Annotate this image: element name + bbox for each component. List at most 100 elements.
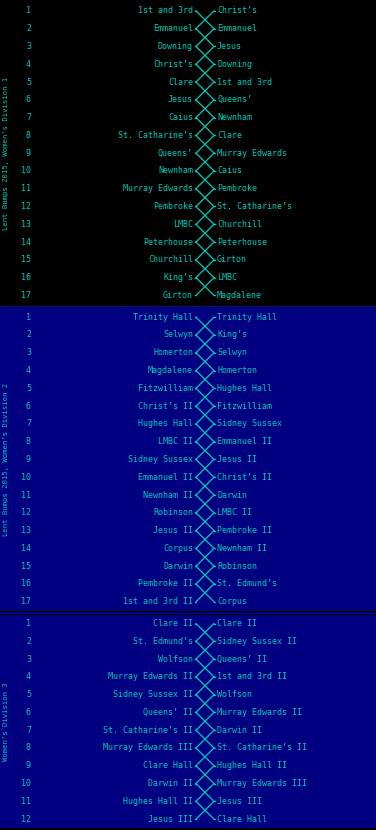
Text: 6: 6 xyxy=(26,95,31,105)
Text: 1: 1 xyxy=(26,313,31,322)
Text: Christ’s: Christ’s xyxy=(153,60,193,69)
Bar xyxy=(13,614,376,828)
Text: King’s: King’s xyxy=(217,330,247,339)
Text: 11: 11 xyxy=(21,797,31,806)
Text: Fitzwilliam: Fitzwilliam xyxy=(217,402,272,411)
Text: 10: 10 xyxy=(21,779,31,788)
Text: Jesus II: Jesus II xyxy=(217,455,257,464)
Text: Emmanuel: Emmanuel xyxy=(153,24,193,33)
Text: St. Catharine’s II: St. Catharine’s II xyxy=(103,725,193,735)
Text: Murray Edwards II: Murray Edwards II xyxy=(108,672,193,681)
Text: Newnham II: Newnham II xyxy=(143,491,193,500)
Text: 13: 13 xyxy=(21,220,31,229)
Text: St. Catharine’s: St. Catharine’s xyxy=(217,202,292,211)
Bar xyxy=(0,2,13,305)
Text: 12: 12 xyxy=(21,202,31,211)
Text: Girton: Girton xyxy=(217,256,247,264)
Text: St. Catharine’s: St. Catharine’s xyxy=(118,131,193,140)
Text: Clare: Clare xyxy=(217,131,242,140)
Text: Trinity Hall: Trinity Hall xyxy=(217,313,277,322)
Text: Fitzwilliam: Fitzwilliam xyxy=(138,383,193,393)
Text: 8: 8 xyxy=(26,744,31,753)
Text: 8: 8 xyxy=(26,437,31,447)
Text: Jesus III: Jesus III xyxy=(217,797,262,806)
Text: St. Edmund’s: St. Edmund’s xyxy=(217,579,277,588)
Text: Jesus III: Jesus III xyxy=(148,814,193,823)
Text: Darwin II: Darwin II xyxy=(217,725,262,735)
Text: Corpus: Corpus xyxy=(163,544,193,553)
Bar xyxy=(0,308,13,611)
Text: Darwin: Darwin xyxy=(217,491,247,500)
Text: Pembroke: Pembroke xyxy=(217,184,257,193)
Text: 1st and 3rd II: 1st and 3rd II xyxy=(123,598,193,606)
Text: 8: 8 xyxy=(26,131,31,140)
Bar xyxy=(13,308,376,611)
Text: Murray Edwards III: Murray Edwards III xyxy=(103,744,193,753)
Text: 2: 2 xyxy=(26,330,31,339)
Text: Clare Hall: Clare Hall xyxy=(143,761,193,770)
Text: Robinson: Robinson xyxy=(153,508,193,517)
Text: Emmanuel: Emmanuel xyxy=(217,24,257,33)
Text: 5: 5 xyxy=(26,383,31,393)
Text: 1st and 3rd: 1st and 3rd xyxy=(217,77,272,86)
Text: 9: 9 xyxy=(26,455,31,464)
Text: Queens’: Queens’ xyxy=(217,95,252,105)
Text: Trinity Hall: Trinity Hall xyxy=(133,313,193,322)
Text: 3: 3 xyxy=(26,42,31,51)
Text: Clare: Clare xyxy=(168,77,193,86)
Text: 5: 5 xyxy=(26,77,31,86)
Text: 11: 11 xyxy=(21,491,31,500)
Text: Wolfson: Wolfson xyxy=(158,655,193,663)
Text: Christ’s II: Christ’s II xyxy=(217,473,272,481)
Text: Downing: Downing xyxy=(158,42,193,51)
Text: 16: 16 xyxy=(21,579,31,588)
Text: LMBC II: LMBC II xyxy=(158,437,193,447)
Text: St. Catharine’s II: St. Catharine’s II xyxy=(217,744,307,753)
Text: Emmanuel II: Emmanuel II xyxy=(138,473,193,481)
Text: Lent Bumps 2015, Women’s Division 1: Lent Bumps 2015, Women’s Division 1 xyxy=(3,76,9,230)
Text: Murray Edwards III: Murray Edwards III xyxy=(217,779,307,788)
Text: 9: 9 xyxy=(26,149,31,158)
Text: Newnham II: Newnham II xyxy=(217,544,267,553)
Text: Selwyn: Selwyn xyxy=(163,330,193,339)
Text: Lent Bumps 2015, Women’s Division 2: Lent Bumps 2015, Women’s Division 2 xyxy=(3,383,9,536)
Text: Pembroke II: Pembroke II xyxy=(138,579,193,588)
Text: 4: 4 xyxy=(26,672,31,681)
Text: 11: 11 xyxy=(21,184,31,193)
Text: Homerton: Homerton xyxy=(153,349,193,357)
Text: Hughes Hall: Hughes Hall xyxy=(138,419,193,428)
Text: Selwyn: Selwyn xyxy=(217,349,247,357)
Text: Peterhouse: Peterhouse xyxy=(217,237,267,247)
Text: Christ’s II: Christ’s II xyxy=(138,402,193,411)
Text: LMBC II: LMBC II xyxy=(217,508,252,517)
Text: 1st and 3rd II: 1st and 3rd II xyxy=(217,672,287,681)
Text: 16: 16 xyxy=(21,273,31,282)
Text: 14: 14 xyxy=(21,544,31,553)
Text: Darwin: Darwin xyxy=(163,562,193,571)
Text: Queens’ II: Queens’ II xyxy=(143,708,193,717)
Text: Christ’s: Christ’s xyxy=(217,7,257,16)
Text: Murray Edwards: Murray Edwards xyxy=(217,149,287,158)
Text: Sidney Sussex II: Sidney Sussex II xyxy=(217,637,297,646)
Text: Women’s Division 3: Women’s Division 3 xyxy=(3,682,9,760)
Text: Clare II: Clare II xyxy=(217,619,257,628)
Text: Newnham: Newnham xyxy=(217,113,252,122)
Text: Peterhouse: Peterhouse xyxy=(143,237,193,247)
Text: 3: 3 xyxy=(26,655,31,663)
Text: 4: 4 xyxy=(26,60,31,69)
Text: Sidney Sussex II: Sidney Sussex II xyxy=(113,690,193,699)
Text: Queens’ II: Queens’ II xyxy=(217,655,267,663)
Bar xyxy=(13,2,376,305)
Text: 2: 2 xyxy=(26,637,31,646)
Text: Hughes Hall II: Hughes Hall II xyxy=(123,797,193,806)
Text: Murray Edwards II: Murray Edwards II xyxy=(217,708,302,717)
Text: Clare Hall: Clare Hall xyxy=(217,814,267,823)
Text: LMBC: LMBC xyxy=(173,220,193,229)
Text: King’s: King’s xyxy=(163,273,193,282)
Text: 6: 6 xyxy=(26,708,31,717)
Text: Pembroke II: Pembroke II xyxy=(217,526,272,535)
Text: Downing: Downing xyxy=(217,60,252,69)
Text: Churchill: Churchill xyxy=(217,220,262,229)
Text: 9: 9 xyxy=(26,761,31,770)
Text: Sidney Sussex: Sidney Sussex xyxy=(217,419,282,428)
